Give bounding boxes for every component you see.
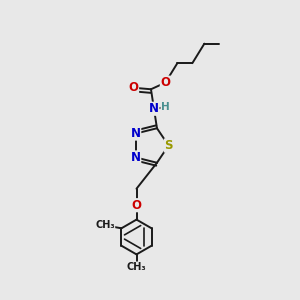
Text: CH₃: CH₃ (127, 262, 146, 272)
Text: O: O (131, 199, 142, 212)
Text: O: O (160, 76, 170, 89)
Text: CH₃: CH₃ (95, 220, 115, 230)
Text: N: N (131, 127, 141, 140)
Text: N: N (131, 151, 141, 164)
Text: O: O (129, 81, 139, 94)
Text: H: H (161, 102, 170, 112)
Text: N: N (149, 102, 159, 115)
Text: S: S (164, 139, 173, 152)
